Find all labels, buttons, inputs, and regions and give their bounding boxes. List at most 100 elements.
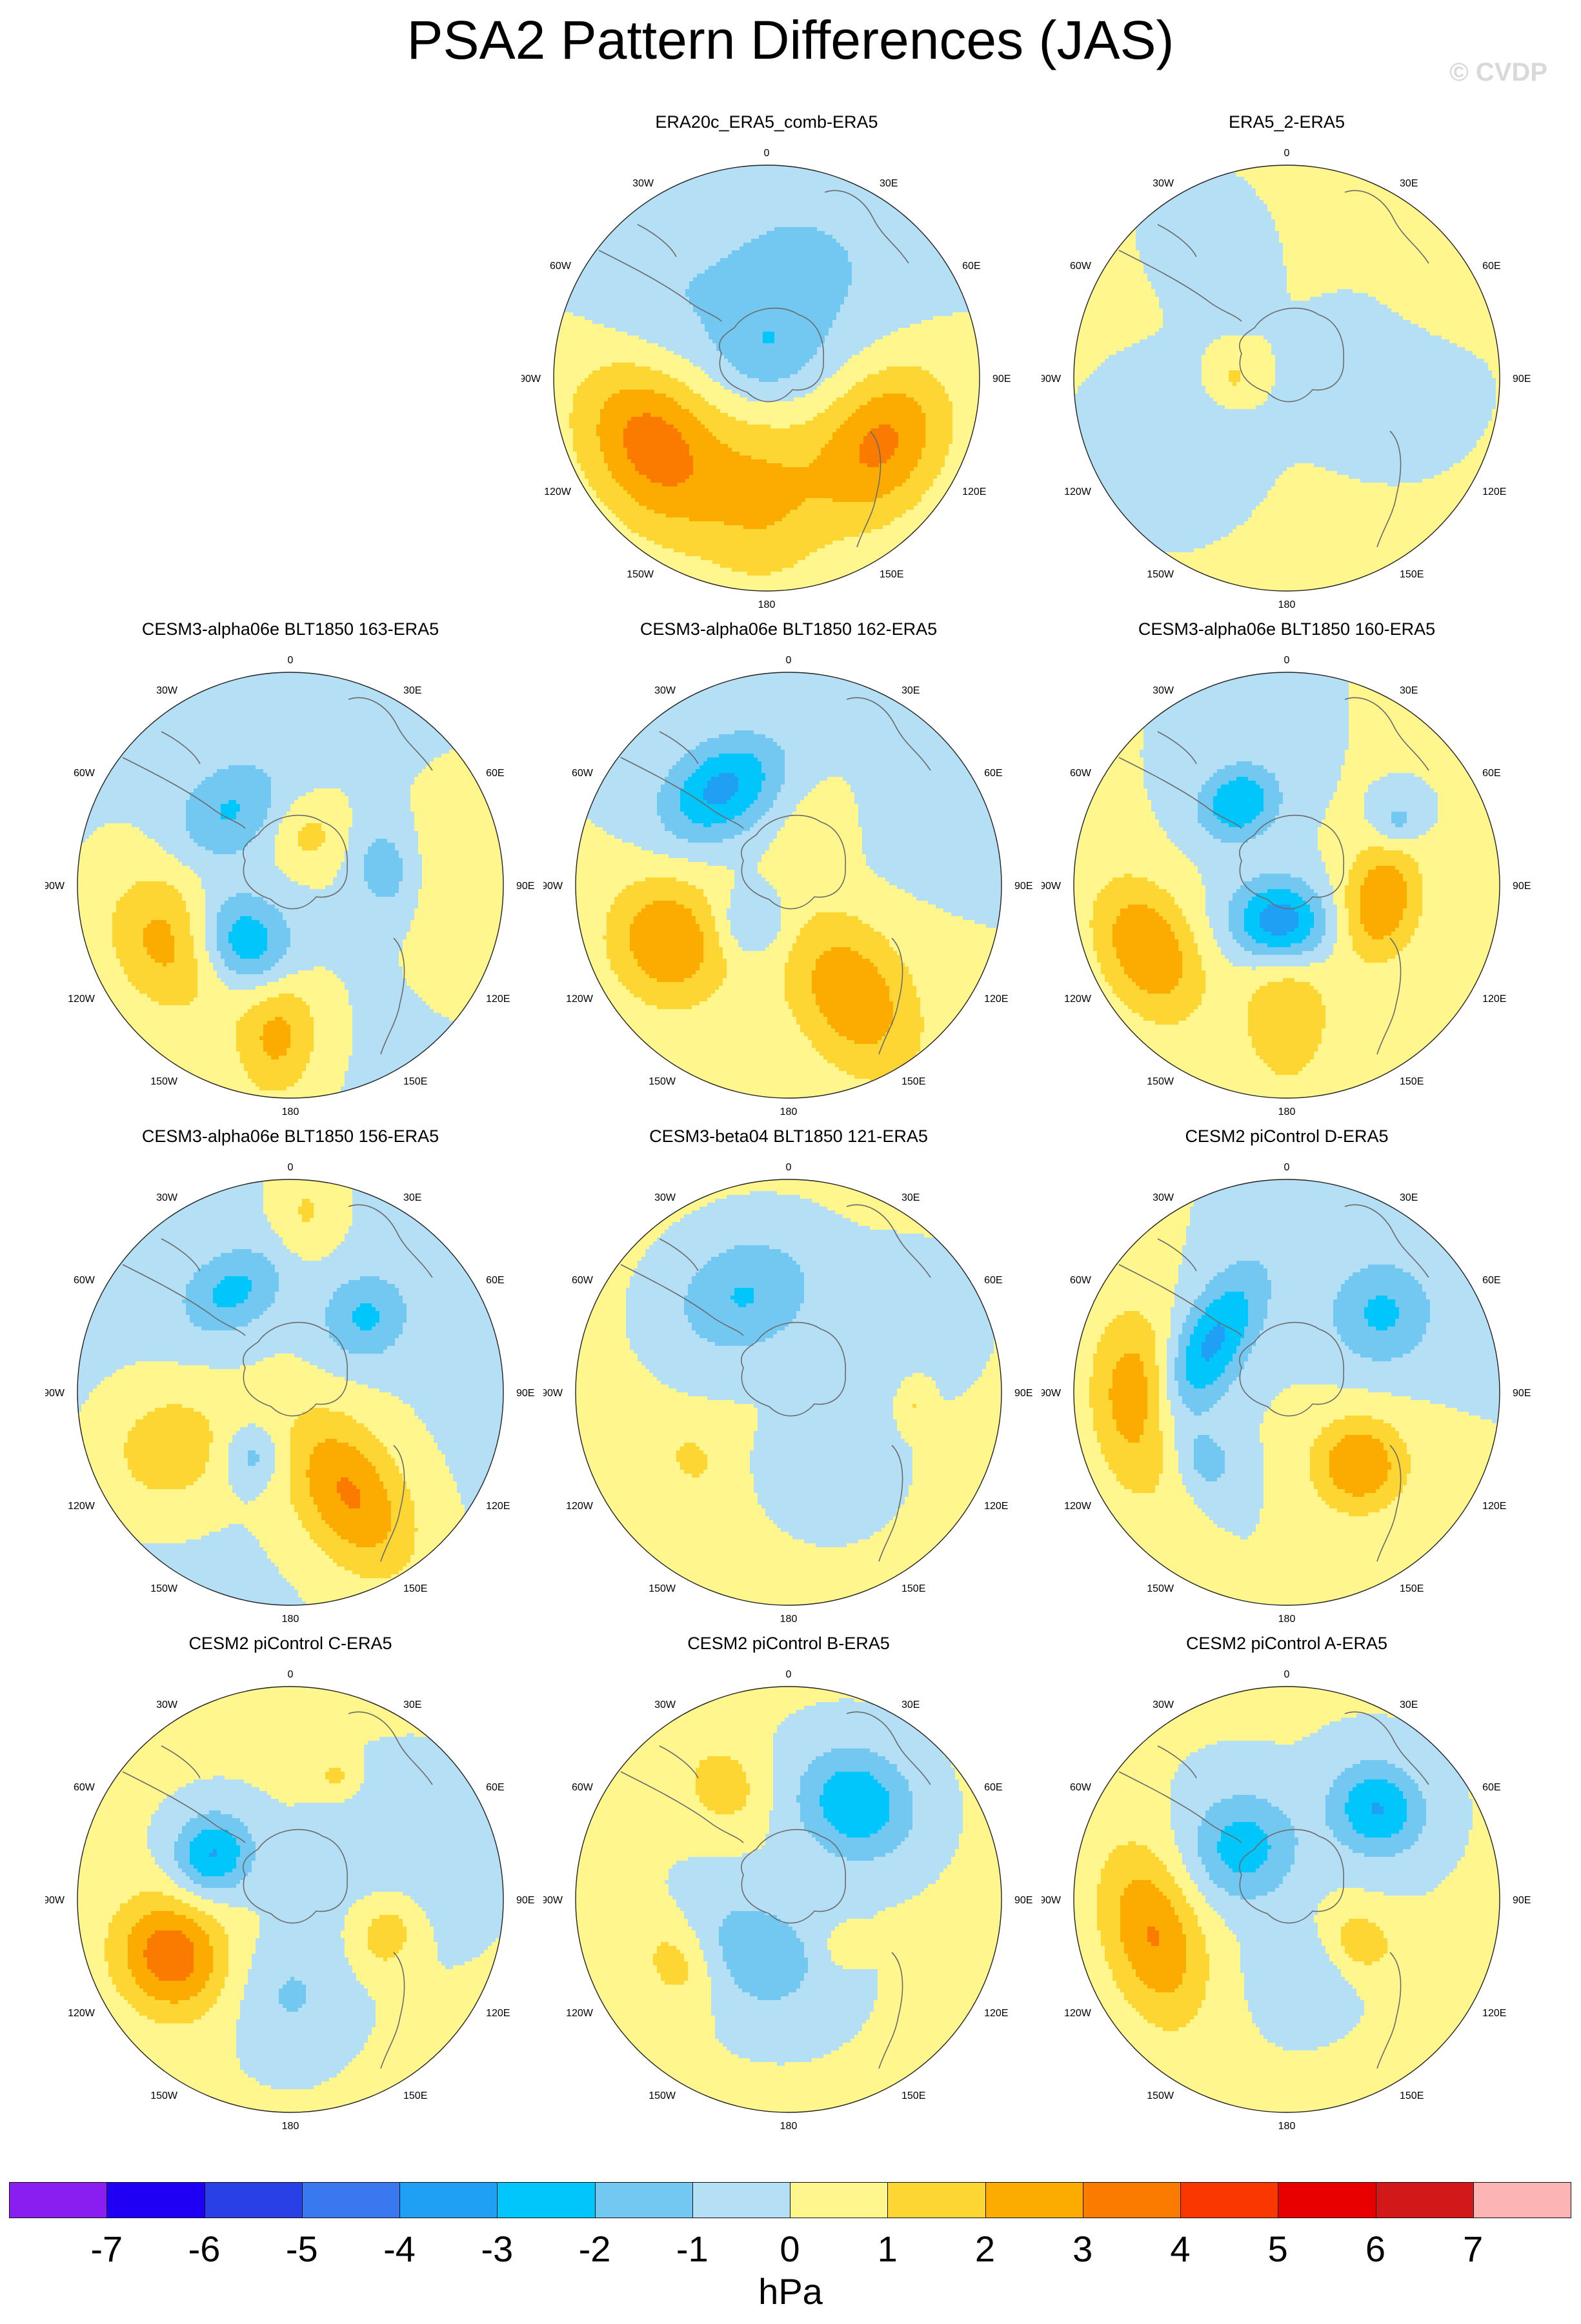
field-cell [461, 1601, 503, 1605]
field-cell [1384, 1447, 1407, 1451]
field-cell [576, 1063, 836, 1068]
field-cell [1074, 785, 1144, 789]
field-cell [1074, 750, 1140, 754]
field-cell [271, 1559, 334, 1563]
field-cell [823, 951, 859, 956]
field-cell [1322, 293, 1369, 297]
field-cell [674, 351, 721, 356]
field-cell [1209, 1330, 1225, 1335]
field-cell [186, 1307, 268, 1312]
field-cell [1074, 1346, 1098, 1350]
field-cell [1074, 347, 1125, 352]
field-cell [321, 1547, 415, 1552]
field-cell [267, 1485, 291, 1490]
field-cell [688, 1315, 797, 1319]
field-cell [893, 1416, 1002, 1420]
field-cell [1480, 436, 1500, 441]
field-cell [159, 843, 198, 847]
field-cell [333, 881, 368, 886]
field-cell [407, 932, 503, 936]
field-cell [689, 452, 740, 456]
field-cell [862, 955, 901, 959]
field-cell [1318, 846, 1369, 851]
field-cell [182, 893, 206, 897]
field-cell [283, 1017, 314, 1021]
field-cell [1155, 908, 1183, 913]
field-cell [813, 417, 849, 421]
field-cell [701, 556, 806, 561]
map-outline [77, 672, 504, 1099]
field-cell [314, 1450, 361, 1455]
longitude-label: 30W [1153, 1192, 1174, 1203]
field-cell [727, 959, 789, 963]
field-cell [1236, 939, 1256, 944]
field-cell [205, 901, 225, 905]
field-cell [1186, 1489, 1264, 1494]
field-cell [166, 881, 202, 886]
field-cell [77, 1342, 337, 1347]
field-cell [576, 1532, 789, 1536]
field-cell [1074, 378, 1086, 383]
field-cell [1101, 1443, 1163, 1447]
field-cell [554, 285, 690, 290]
field-cell [1322, 901, 1334, 905]
field-cell [1461, 459, 1500, 464]
field-cell [314, 1501, 345, 1505]
field-cell [1403, 912, 1423, 917]
field-cell [310, 1532, 337, 1536]
field-cell [283, 955, 399, 959]
field-cell [955, 1396, 1002, 1401]
field-cell [1163, 320, 1411, 325]
field-cell [376, 1470, 399, 1474]
field-cell [1074, 568, 1500, 572]
field-cell [77, 1036, 109, 1041]
field-cell [263, 1195, 353, 1199]
field-cell [998, 1319, 1002, 1323]
field-cell [1318, 843, 1500, 847]
map-outline [1073, 165, 1500, 592]
field-cell [240, 1365, 318, 1370]
field-cell [684, 1311, 797, 1316]
field-cell [669, 1385, 901, 1389]
field-cell [85, 1009, 248, 1014]
field-cell [1275, 363, 1489, 367]
field-cell [576, 854, 669, 859]
field-cell [1074, 1416, 1094, 1420]
field-cell [827, 777, 843, 781]
field-cell [1163, 1447, 1175, 1451]
field-cell [727, 800, 754, 805]
field-cell [290, 932, 407, 936]
field-cell [750, 1458, 913, 1463]
field-cell [785, 769, 1002, 774]
field-cell [790, 374, 833, 379]
field-cell [1163, 308, 1392, 313]
field-cell [217, 924, 233, 928]
field-cell [1256, 1528, 1500, 1532]
field-cell [881, 1036, 921, 1041]
field-cell [804, 1032, 840, 1037]
field-cell [1171, 928, 1191, 932]
field-cell [831, 1025, 890, 1029]
field-cell [492, 750, 503, 754]
field-cell [607, 912, 638, 917]
field-cell [341, 1346, 388, 1350]
field-cell [201, 877, 291, 882]
field-cell [1074, 579, 1500, 584]
field-cell [554, 471, 585, 476]
field-cell [1271, 390, 1496, 394]
field-cell [576, 1400, 735, 1405]
field-cell [1267, 1315, 1334, 1319]
field-cell [468, 1567, 503, 1571]
field-cell [576, 1563, 1002, 1567]
field-cell [1217, 943, 1241, 948]
field-cell [1105, 1458, 1163, 1463]
field-cell [221, 812, 237, 816]
field-cell [622, 889, 704, 894]
field-cell [952, 421, 980, 425]
field-cell [1264, 1454, 1311, 1459]
field-cell [1333, 1311, 1365, 1316]
field-cell [1322, 1028, 1500, 1033]
field-cell [1174, 1365, 1187, 1370]
field-cell [666, 394, 701, 398]
field-cell [1174, 1369, 1187, 1374]
